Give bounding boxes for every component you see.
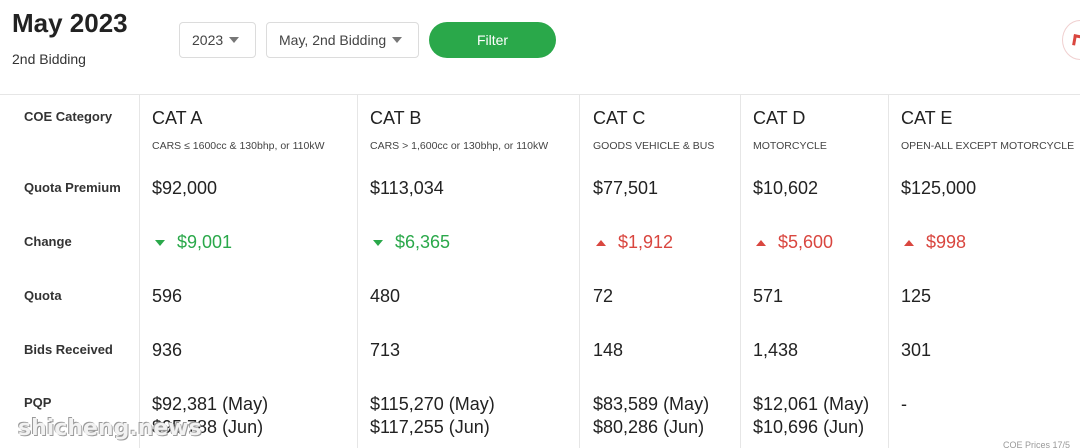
row-label-bids: Bids Received [24, 342, 113, 357]
pqp-value: $12,061 (May) $10,696 (Jun) [753, 393, 869, 439]
watermark: shicheng.news [18, 416, 202, 441]
change-amount: $998 [926, 232, 967, 252]
quota-value: 480 [370, 286, 401, 306]
triangle-up-icon [596, 239, 606, 246]
quota-value: 571 [753, 286, 784, 306]
row-label-pqp: PQP [24, 395, 52, 410]
row-label-column: COE Category Quota Premium Change Quota … [0, 95, 139, 448]
category-column-cat-c: CAT C GOODS VEHICLE & BUS $77,501 $1,912… [579, 95, 740, 448]
row-label-change: Change [24, 234, 72, 249]
row-label-category: COE Category [24, 109, 113, 124]
category-name: CAT D [753, 108, 806, 128]
year-select-value: 2023 [192, 32, 224, 48]
pqp-may: $115,270 (May) [370, 394, 495, 414]
pqp-jun: $95,788 (Jun) [152, 417, 264, 437]
category-column-cat-a: CAT A CARS ≤ 1600cc & 130bhp, or 110kW $… [139, 95, 357, 448]
quota-value: 125 [901, 286, 932, 306]
pqp-may: $83,589 (May) [593, 394, 710, 414]
category-description: CARS ≤ 1600cc & 130bhp, or 110kW [152, 140, 325, 152]
change-amount: $1,912 [618, 232, 674, 252]
change-value: $9,001 [152, 232, 232, 253]
category-name: CAT C [593, 108, 646, 128]
page-title: May 2023 [12, 8, 128, 38]
chevron-down-icon [392, 37, 403, 43]
triangle-up-icon [904, 239, 914, 246]
triangle-down-icon [155, 239, 165, 246]
bidding-select-value: May, 2nd Bidding [279, 32, 387, 48]
pqp-value: $83,589 (May) $80,286 (Jun) [593, 393, 709, 439]
category-description: OPEN-ALL EXCEPT MOTORCYCLE [901, 140, 1075, 152]
category-description: CARS > 1,600cc or 130bhp, or 110kW [370, 140, 549, 152]
category-description: MOTORCYCLE [753, 140, 827, 152]
quota-premium: $10,602 [753, 178, 819, 198]
change-amount: $5,600 [778, 232, 834, 252]
pqp-may: - [901, 394, 907, 414]
quota-value: 72 [593, 286, 614, 306]
category-column-cat-b: CAT B CARS > 1,600cc or 130bhp, or 110kW… [357, 95, 579, 448]
change-value: $5,600 [753, 232, 833, 253]
change-amount: $6,365 [395, 232, 451, 252]
chevron-down-icon [229, 37, 240, 43]
bids-received: 1,438 [753, 340, 799, 360]
change-value: $1,912 [593, 232, 673, 253]
share-icon[interactable] [1062, 20, 1080, 60]
page-subtitle: 2nd Bidding [12, 51, 86, 67]
pqp-may: $92,381 (May) [152, 394, 269, 414]
pqp-may: $12,061 (May) [753, 394, 870, 414]
pqp-jun: $80,286 (Jun) [593, 417, 705, 437]
filter-button[interactable]: Filter [429, 22, 556, 58]
bids-received: 713 [370, 340, 401, 360]
bidding-select[interactable]: May, 2nd Bidding [266, 22, 419, 58]
category-column-cat-d: CAT D MOTORCYCLE $10,602 $5,600 571 1,43… [740, 95, 888, 448]
pqp-jun: $117,255 (Jun) [370, 417, 490, 437]
change-value: $6,365 [370, 232, 450, 253]
coe-prices-footnote: COE Prices 17/5 [1003, 440, 1071, 448]
quota-premium: $113,034 [370, 178, 444, 198]
category-description: GOODS VEHICLE & BUS [593, 140, 715, 152]
coe-results-table: COE Category Quota Premium Change Quota … [0, 94, 1080, 448]
quota-value: 596 [152, 286, 183, 306]
row-label-quota: Quota [24, 288, 62, 303]
pqp-value: $92,381 (May) $95,788 (Jun) [152, 393, 268, 439]
change-amount: $9,001 [177, 232, 233, 252]
bids-received: 936 [152, 340, 183, 360]
bids-received: 148 [593, 340, 624, 360]
category-name: CAT E [901, 108, 953, 128]
category-name: CAT B [370, 108, 422, 128]
category-name: CAT A [152, 108, 203, 128]
pqp-value: $115,270 (May) $117,255 (Jun) [370, 393, 495, 439]
category-column-cat-e: CAT E OPEN-ALL EXCEPT MOTORCYCLE $125,00… [888, 95, 1080, 448]
pqp-jun: $10,696 (Jun) [753, 417, 865, 437]
quota-premium: $77,501 [593, 178, 659, 198]
triangle-down-icon [373, 239, 383, 246]
quota-premium: $125,000 [901, 178, 977, 198]
bids-received: 301 [901, 340, 932, 360]
triangle-up-icon [756, 239, 766, 246]
pqp-value: - [901, 393, 907, 416]
quota-premium: $92,000 [152, 178, 218, 198]
change-value: $998 [901, 232, 966, 253]
row-label-premium: Quota Premium [24, 180, 121, 195]
year-select[interactable]: 2023 [179, 22, 256, 58]
